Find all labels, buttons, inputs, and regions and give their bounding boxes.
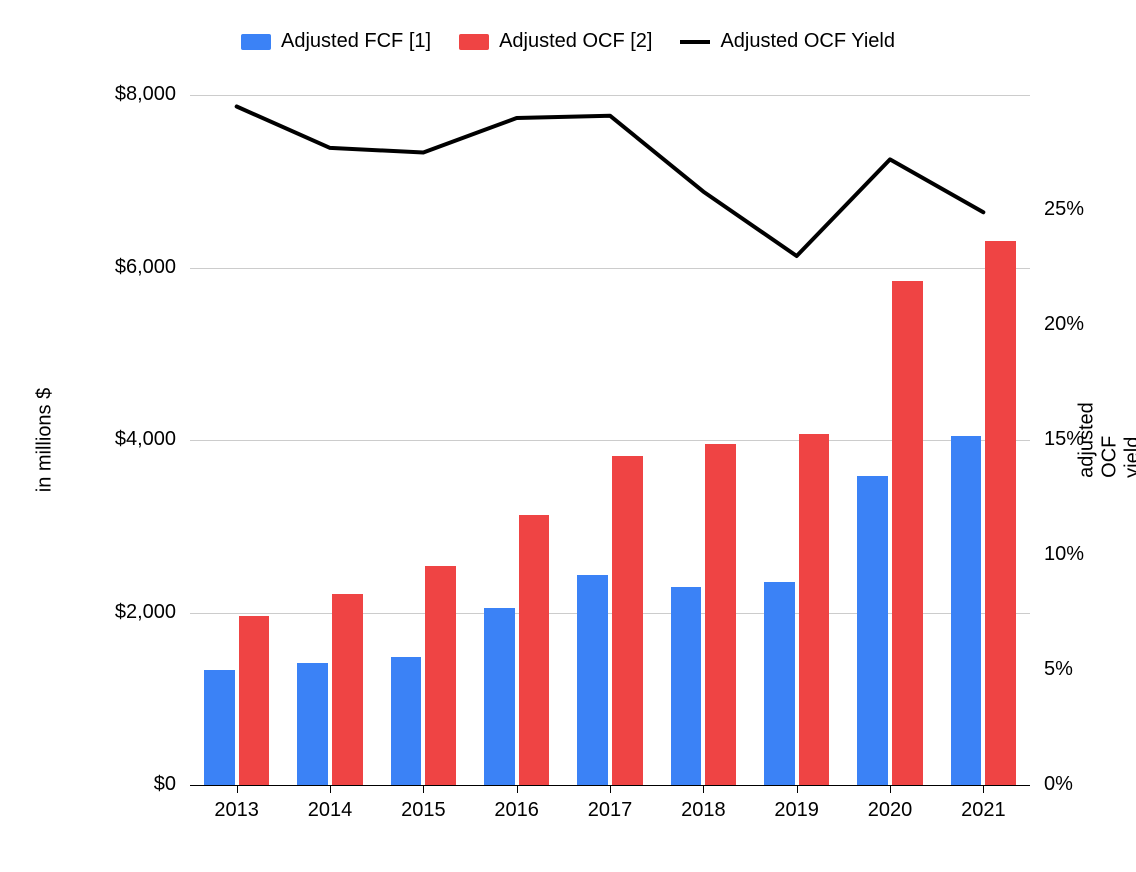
x-tick bbox=[330, 785, 331, 793]
bar-fcf bbox=[671, 587, 702, 785]
legend: Adjusted FCF [1] Adjusted OCF [2] Adjusted… bbox=[0, 30, 1136, 53]
bar-ocf bbox=[705, 444, 736, 785]
x-tick bbox=[610, 785, 611, 793]
bar-ocf bbox=[519, 515, 550, 785]
bar-ocf bbox=[239, 616, 270, 785]
y-left-tick-label: $0 bbox=[0, 773, 176, 796]
y-right-tick-label: 15% bbox=[1044, 428, 1084, 451]
y-right-tick-label: 10% bbox=[1044, 543, 1084, 566]
x-tick bbox=[237, 785, 238, 793]
bar-fcf bbox=[484, 608, 515, 785]
legend-label-fcf: Adjusted FCF [1] bbox=[281, 30, 431, 53]
bar-fcf bbox=[764, 582, 795, 785]
chart: Adjusted FCF [1] Adjusted OCF [2] Adjusted… bbox=[0, 0, 1136, 872]
bar-ocf bbox=[612, 456, 643, 785]
y-right-tick-label: 0% bbox=[1044, 773, 1073, 796]
bar-fcf bbox=[297, 663, 328, 785]
x-tick-label: 2015 bbox=[401, 799, 446, 822]
x-tick bbox=[983, 785, 984, 793]
legend-swatch-fcf bbox=[241, 34, 271, 50]
gridline bbox=[190, 268, 1030, 269]
bar-fcf bbox=[204, 670, 235, 785]
bar-fcf bbox=[857, 476, 888, 785]
x-tick-label: 2014 bbox=[308, 799, 353, 822]
y-left-tick-label: $2,000 bbox=[0, 601, 176, 624]
legend-item-ocfy: Adjusted OCF Yield bbox=[680, 30, 895, 53]
bar-ocf bbox=[425, 566, 456, 785]
y-left-tick-label: $8,000 bbox=[0, 83, 176, 106]
bar-fcf bbox=[391, 657, 422, 785]
y-left-tick-label: $6,000 bbox=[0, 256, 176, 279]
bar-fcf bbox=[577, 575, 608, 785]
legend-swatch-ocfy bbox=[680, 40, 710, 44]
x-tick-label: 2019 bbox=[774, 799, 819, 822]
x-tick-label: 2013 bbox=[214, 799, 259, 822]
bar-ocf bbox=[332, 594, 363, 785]
legend-item-fcf: Adjusted FCF [1] bbox=[241, 30, 431, 53]
x-tick-label: 2016 bbox=[494, 799, 539, 822]
gridline bbox=[190, 95, 1030, 96]
x-tick bbox=[797, 785, 798, 793]
bar-ocf bbox=[892, 281, 923, 785]
x-tick-label: 2020 bbox=[868, 799, 913, 822]
legend-label-ocf: Adjusted OCF [2] bbox=[499, 30, 652, 53]
x-tick-label: 2021 bbox=[961, 799, 1006, 822]
y-right-tick-label: 25% bbox=[1044, 198, 1084, 221]
x-tick bbox=[703, 785, 704, 793]
bar-fcf bbox=[951, 436, 982, 785]
x-tick bbox=[423, 785, 424, 793]
bar-ocf bbox=[985, 241, 1016, 785]
legend-label-ocfy: Adjusted OCF Yield bbox=[720, 30, 895, 53]
y-right-tick-label: 20% bbox=[1044, 313, 1084, 336]
legend-item-ocf: Adjusted OCF [2] bbox=[459, 30, 652, 53]
x-tick bbox=[517, 785, 518, 793]
y-right-axis-title: adjusted OCF yield bbox=[1076, 402, 1136, 478]
x-tick-label: 2017 bbox=[588, 799, 633, 822]
x-tick-label: 2018 bbox=[681, 799, 726, 822]
y-right-tick-label: 5% bbox=[1044, 658, 1073, 681]
bar-ocf bbox=[799, 434, 830, 785]
plot-area bbox=[190, 95, 1030, 785]
y-left-tick-label: $4,000 bbox=[0, 428, 176, 451]
legend-swatch-ocf bbox=[459, 34, 489, 50]
x-tick bbox=[890, 785, 891, 793]
